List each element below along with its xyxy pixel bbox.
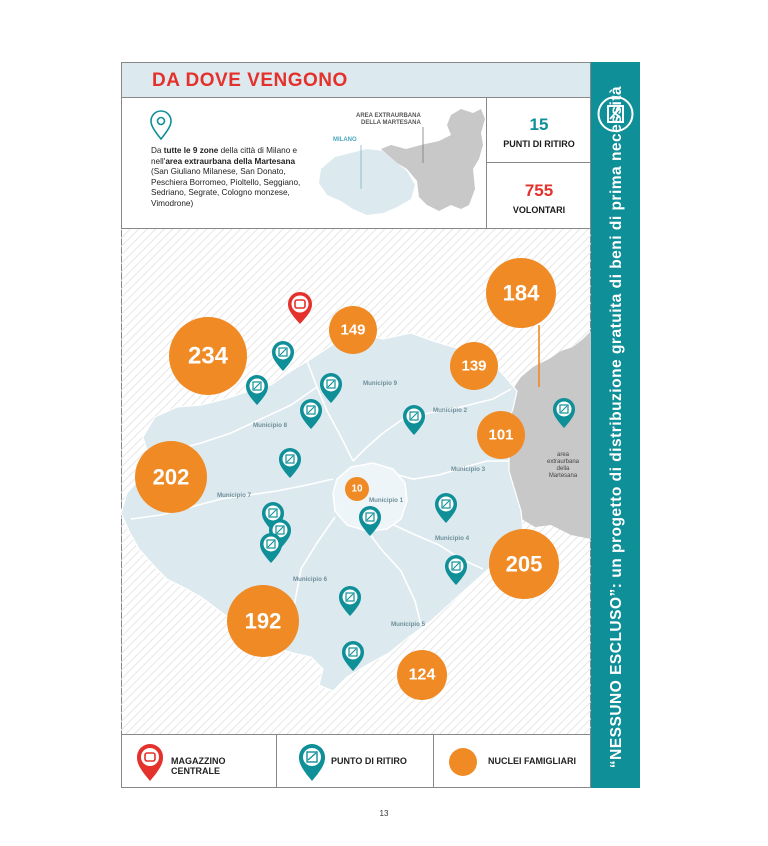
family-circle (489, 529, 559, 599)
family-circle (227, 585, 299, 657)
municipio-label: Municipio 8 (253, 422, 288, 429)
family-count-circle: 234 (169, 317, 247, 395)
warehouse-pin-icon (137, 744, 163, 781)
pickup-point-marker (260, 533, 282, 563)
legend-families-label: NUCLEI FAMIGLIARI (488, 756, 576, 766)
pickup-pin-icon (299, 744, 325, 781)
family-circle (135, 441, 207, 513)
family-count-label: 124 (409, 667, 436, 684)
family-circle (329, 306, 377, 354)
legend-pickup: PUNTO DI RITIRO (277, 735, 434, 788)
municipio-label: Municipio 9 (363, 380, 398, 387)
legend-warehouse-label: MAGAZZINO CENTRALE (171, 756, 226, 776)
family-count-circle: 202 (135, 441, 207, 513)
sidebar-band (591, 62, 640, 788)
legend: MAGAZZINO CENTRALE PUNTO DI RITIRO NUCLE… (121, 734, 591, 788)
pickup-point-marker (342, 641, 364, 671)
pickup-point-marker (246, 375, 268, 405)
pickup-point-marker (320, 373, 342, 403)
location-pin-icon (150, 110, 172, 141)
page-number: 13 (379, 809, 389, 818)
family-count-circle: 205 (489, 529, 559, 599)
pickup-point-marker (339, 586, 361, 616)
martesana-area (505, 331, 591, 539)
family-count-label: 202 (153, 465, 190, 490)
family-count-label: 10 (351, 484, 363, 495)
family-count-label: 184 (503, 281, 540, 306)
family-count-circle: 124 (397, 650, 447, 700)
municipio-label: Municipio 6 (293, 576, 328, 583)
pickup-point-marker (279, 448, 301, 478)
svg-text:della: della (557, 466, 570, 472)
family-count-label: 139 (461, 358, 486, 375)
municipio-label: Municipio 3 (451, 466, 486, 473)
martesana-label: area extraurbana della Martesana (547, 452, 580, 479)
family-count-label: 192 (245, 609, 282, 634)
family-circle (345, 477, 369, 501)
family-count-circle: 10 (345, 477, 369, 501)
map-svg: Municipio 1 Municipio 2 Municipio 3 Muni… (121, 229, 591, 734)
pickup-point-marker (445, 555, 467, 585)
description: Da tutte le 9 zone della città di Milano… (151, 146, 301, 208)
family-count-circle: 184 (486, 258, 556, 328)
municipio-label: Municipio 4 (435, 535, 470, 542)
family-count-circle: 149 (329, 306, 377, 354)
municipio-label: Municipio 7 (217, 492, 252, 499)
stat-pickup-points: 15 PUNTI DI RITIRO (487, 97, 591, 163)
pickup-point-marker (359, 506, 381, 536)
svg-text:Martesana: Martesana (549, 473, 578, 479)
municipio-label: Municipio 5 (391, 621, 426, 628)
pickup-point-marker (553, 398, 575, 428)
municipio-label: Municipio 1 (369, 497, 404, 504)
stat-label: PUNTI DI RITIRO (503, 139, 575, 149)
stat-value: 755 (524, 181, 554, 200)
family-count-label: 234 (188, 343, 229, 370)
stat-label: VOLONTARI (512, 205, 566, 215)
family-count-label: 149 (340, 322, 365, 339)
warehouse-marker (288, 292, 312, 324)
family-count-label: 101 (488, 427, 513, 444)
svg-text:extraurbana: extraurbana (547, 459, 580, 465)
page-title: DA DOVE VENGONO (152, 70, 348, 91)
family-count-circle: 101 (477, 411, 525, 459)
family-circles: 234 149 184 139 101 202 10 205 192 124 (135, 258, 559, 700)
pickup-point-marker (435, 493, 457, 523)
family-circle (397, 650, 447, 700)
mini-map (319, 109, 485, 215)
svg-text:area: area (557, 452, 570, 458)
mini-map-area-label: AREA EXTRAURBANA DELLA MARTESANA (356, 113, 421, 126)
family-circle (477, 411, 525, 459)
pickup-markers (246, 341, 575, 671)
family-count-circle: 192 (227, 585, 299, 657)
family-count-label: 205 (506, 552, 543, 577)
pickup-point-marker (300, 399, 322, 429)
family-circle (450, 342, 498, 390)
info-graphics (150, 109, 485, 215)
municipio-label: Municipio 2 (433, 407, 468, 414)
family-circle (486, 258, 556, 328)
legend-families: NUCLEI FAMIGLIARI (434, 735, 591, 788)
info-box: AREA EXTRAURBANA DELLA MARTESANA MILANO (121, 97, 487, 229)
sidebar-text: “NESSUNO ESCLUSO”: un progetto di distri… (608, 85, 625, 769)
legend-warehouse: MAGAZZINO CENTRALE (121, 735, 277, 788)
stat-value: 15 (529, 115, 549, 134)
map: Municipio 1 Municipio 2 Municipio 3 Muni… (121, 229, 591, 734)
family-circle-icon (449, 748, 477, 776)
project-logo-icon (597, 96, 634, 132)
legend-pickup-label: PUNTO DI RITIRO (331, 756, 407, 766)
title-bar: DA DOVE VENGONO (121, 62, 591, 98)
family-count-circle: 139 (450, 342, 498, 390)
stat-volunteers: 755 VOLONTARI (487, 163, 591, 229)
family-circle (169, 317, 247, 395)
pickup-point-marker (272, 341, 294, 371)
pickup-point-marker (403, 405, 425, 435)
mini-map-milano-label: MILANO (333, 137, 357, 143)
